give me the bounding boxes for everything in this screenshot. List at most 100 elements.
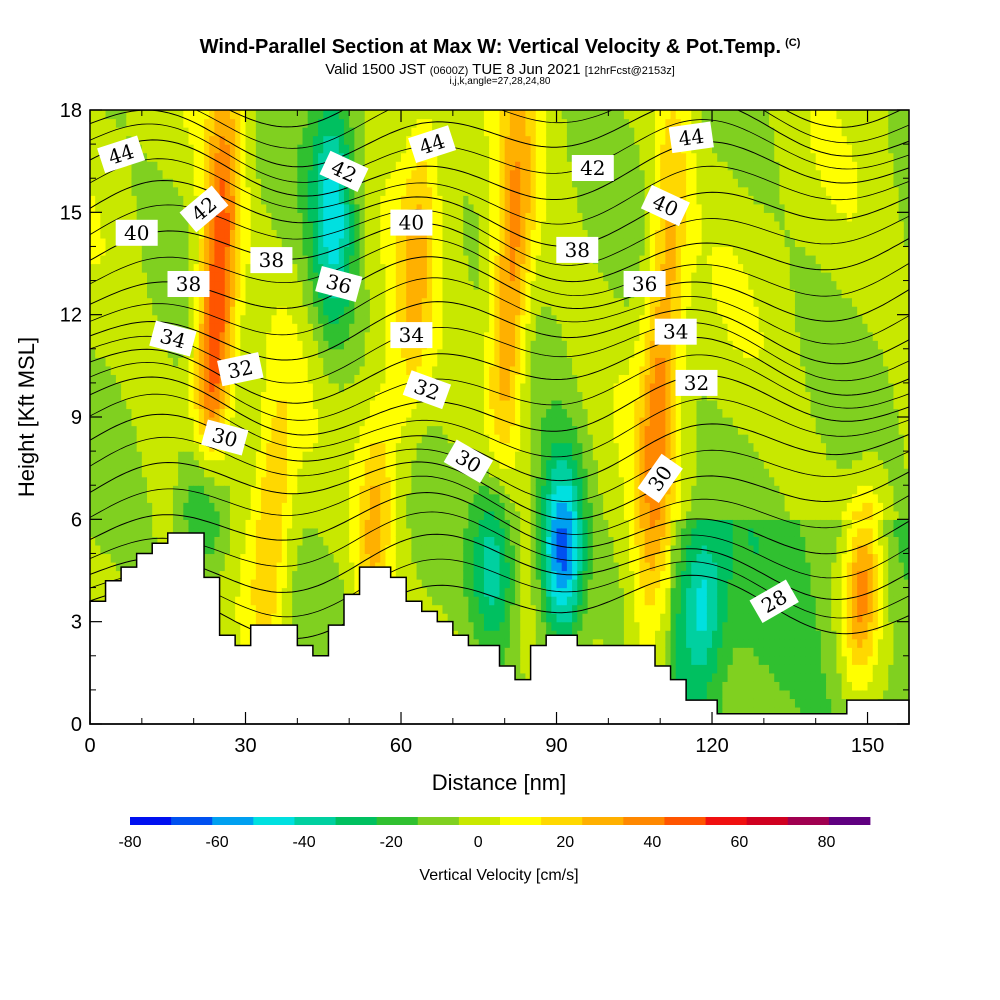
velocity-cell xyxy=(390,536,397,546)
velocity-cell xyxy=(172,502,179,512)
velocity-cell xyxy=(188,186,195,196)
velocity-cell xyxy=(255,604,262,614)
velocity-cell xyxy=(276,297,283,307)
velocity-cell xyxy=(95,459,101,469)
velocity-cell xyxy=(297,579,304,589)
velocity-cell xyxy=(307,178,314,188)
velocity-cell xyxy=(281,451,288,461)
velocity-cell xyxy=(214,110,221,120)
velocity-cell xyxy=(318,212,324,222)
velocity-cell xyxy=(292,519,298,529)
velocity-cell xyxy=(183,195,190,205)
velocity-cell xyxy=(343,357,350,367)
velocity-cell xyxy=(281,314,288,324)
velocity-cell xyxy=(178,203,184,213)
velocity-cell xyxy=(442,408,449,418)
velocity-cell xyxy=(110,237,117,248)
velocity-cell xyxy=(328,237,335,248)
velocity-cell xyxy=(152,212,158,222)
velocity-cell xyxy=(297,596,304,606)
velocity-cell xyxy=(421,280,428,290)
velocity-cell xyxy=(432,476,438,486)
velocity-cell xyxy=(167,519,174,529)
velocity-cell xyxy=(90,348,96,358)
velocity-cell xyxy=(328,579,335,589)
velocity-cell xyxy=(312,110,319,120)
velocity-cell xyxy=(380,297,387,307)
velocity-cell xyxy=(401,246,407,256)
velocity-cell xyxy=(292,272,298,282)
velocity-cell xyxy=(286,152,293,162)
velocity-cell xyxy=(271,186,278,196)
velocity-cell xyxy=(354,536,361,546)
velocity-cell xyxy=(416,493,423,503)
velocity-cell xyxy=(401,237,407,248)
velocity-cell xyxy=(131,246,138,256)
velocity-cell xyxy=(292,135,298,145)
velocity-cell xyxy=(266,408,273,418)
velocity-cell xyxy=(416,408,423,418)
velocity-cell xyxy=(219,613,226,623)
velocity-cell xyxy=(204,570,210,580)
velocity-cell xyxy=(323,237,330,248)
velocity-cell xyxy=(141,365,148,375)
velocity-cell xyxy=(271,442,278,452)
velocity-cell xyxy=(105,348,112,358)
velocity-cell xyxy=(162,169,169,179)
velocity-cell xyxy=(162,152,169,162)
velocity-cell xyxy=(110,314,117,324)
velocity-cell xyxy=(167,254,174,265)
velocity-cell xyxy=(266,169,273,179)
velocity-cell xyxy=(416,297,423,307)
velocity-cell xyxy=(354,357,361,367)
velocity-cell xyxy=(115,118,122,128)
velocity-cell xyxy=(349,587,355,597)
velocity-cell xyxy=(395,272,402,282)
velocity-cell xyxy=(100,459,107,469)
velocity-cell xyxy=(292,485,298,495)
velocity-cell xyxy=(178,502,184,512)
velocity-cell xyxy=(390,135,397,145)
velocity-cell xyxy=(90,570,96,580)
velocity-cell xyxy=(188,161,195,171)
velocity-cell xyxy=(235,195,241,205)
velocity-cell xyxy=(105,485,112,495)
velocity-cell xyxy=(219,289,226,299)
velocity-cell xyxy=(442,331,449,341)
velocity-cell xyxy=(214,186,221,196)
velocity-cell xyxy=(95,340,101,350)
velocity-cell xyxy=(437,613,444,623)
velocity-cell xyxy=(167,493,174,503)
velocity-cell xyxy=(338,536,345,546)
velocity-cell xyxy=(147,476,153,486)
velocity-cell xyxy=(255,289,262,299)
velocity-cell xyxy=(136,323,143,333)
velocity-cell xyxy=(229,272,236,282)
velocity-cell xyxy=(126,485,133,495)
velocity-cell xyxy=(338,442,345,452)
velocity-cell xyxy=(198,229,205,239)
velocity-cell xyxy=(426,527,433,537)
velocity-cell xyxy=(90,254,96,265)
velocity-cell xyxy=(250,118,257,128)
velocity-cell xyxy=(442,536,449,546)
velocity-cell xyxy=(152,399,158,410)
velocity-cell xyxy=(136,246,143,256)
velocity-cell xyxy=(338,425,345,435)
velocity-cell xyxy=(172,237,179,248)
velocity-cell xyxy=(359,374,366,384)
velocity-cell xyxy=(131,451,138,461)
velocity-cell xyxy=(349,408,355,418)
velocity-cell xyxy=(266,289,273,299)
velocity-cell xyxy=(276,604,283,614)
velocity-cell xyxy=(255,553,262,563)
velocity-cell xyxy=(442,357,449,367)
velocity-cell xyxy=(359,536,366,546)
velocity-cell xyxy=(432,527,438,537)
velocity-cell xyxy=(115,527,122,537)
velocity-cell xyxy=(312,178,319,188)
velocity-cell xyxy=(110,570,117,580)
velocity-cell xyxy=(229,604,236,614)
velocity-cell xyxy=(90,306,96,316)
velocity-cell xyxy=(193,451,200,461)
